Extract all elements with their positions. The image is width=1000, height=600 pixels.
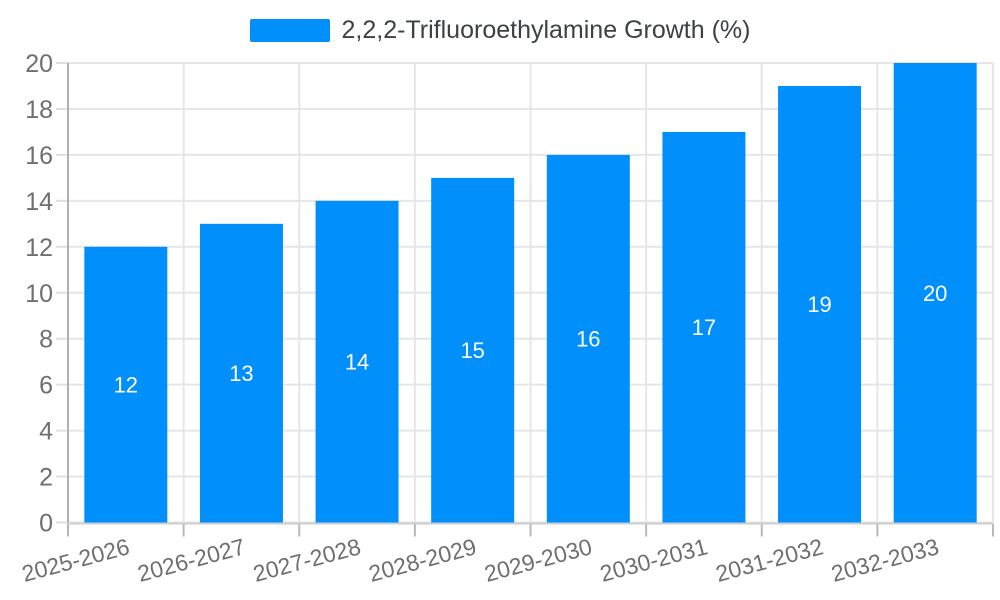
x-axis-tick-label: 2027-2028	[250, 533, 363, 587]
y-axis-tick-label: 16	[25, 142, 53, 170]
bar-2031-2032[interactable]	[778, 85, 862, 523]
y-axis-tick-label: 2	[39, 464, 53, 492]
y-axis-tick-label: 8	[39, 326, 53, 354]
y-axis-tick-label: 4	[39, 418, 53, 446]
x-axis-tick-label: 2025-2026	[19, 533, 132, 587]
y-axis-tick-label: 18	[25, 96, 53, 124]
legend-series-label: 2,2,2-Trifluoroethylamine Growth (%)	[341, 16, 751, 44]
bar-2027-2028[interactable]	[315, 200, 399, 523]
bar-2032-2033[interactable]	[893, 63, 977, 523]
y-axis-tick-label: 14	[25, 188, 53, 216]
x-axis-tick-label: 2031-2032	[713, 533, 826, 587]
x-axis-tick-label: 2029-2030	[482, 533, 595, 587]
y-axis-tick-label: 10	[25, 280, 53, 308]
bar-2029-2030[interactable]	[546, 154, 630, 523]
legend[interactable]: 2,2,2-Trifluoroethylamine Growth (%)	[0, 18, 1000, 43]
y-axis-tick-label: 0	[39, 510, 53, 538]
legend-marker-swatch	[249, 19, 330, 42]
x-axis-tick-label: 2028-2029	[366, 533, 479, 587]
y-axis-tick-label: 12	[25, 234, 53, 262]
bar-2026-2027[interactable]	[199, 223, 283, 523]
bar-2028-2029[interactable]	[431, 177, 515, 523]
bar-2030-2031[interactable]	[662, 131, 746, 523]
x-axis-tick-label: 2026-2027	[135, 533, 248, 587]
x-axis-tick-label: 2030-2031	[597, 533, 710, 587]
x-axis-tick-label: 2032-2033	[829, 533, 942, 587]
bar-2025-2026[interactable]	[84, 246, 168, 523]
y-axis-tick-label: 6	[39, 372, 53, 400]
y-axis-tick-label: 20	[25, 50, 53, 78]
